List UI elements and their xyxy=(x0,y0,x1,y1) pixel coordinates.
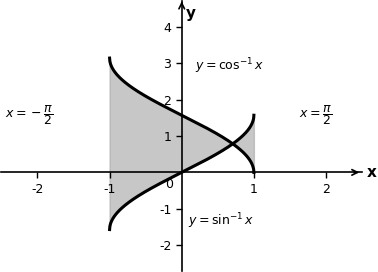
Text: $x = -\dfrac{\pi}{2}$: $x = -\dfrac{\pi}{2}$ xyxy=(5,103,53,127)
Text: $y = \cos^{-1} x$: $y = \cos^{-1} x$ xyxy=(195,56,264,76)
Text: 0: 0 xyxy=(165,178,173,191)
Text: $x = \dfrac{\pi}{2}$: $x = \dfrac{\pi}{2}$ xyxy=(299,103,332,127)
Text: $y = \sin^{-1} x$: $y = \sin^{-1} x$ xyxy=(187,212,253,231)
Text: $\mathbf{y}$: $\mathbf{y}$ xyxy=(185,7,197,23)
Text: $\mathbf{x}$: $\mathbf{x}$ xyxy=(366,165,377,180)
